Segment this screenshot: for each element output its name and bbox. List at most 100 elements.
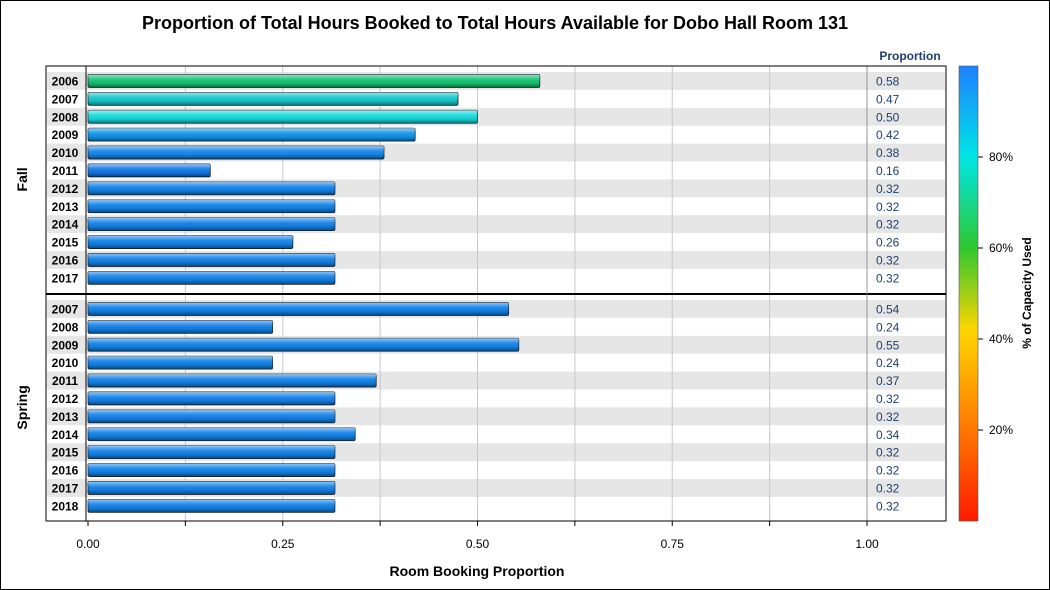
bar-spring-2007 [87, 302, 510, 316]
value-label: 0.32 [876, 253, 900, 267]
bars [87, 74, 541, 513]
x-axis-label: Room Booking Proportion [390, 563, 565, 579]
bar-fall-2011 [87, 163, 211, 178]
x-tick-label: 1.00 [855, 537, 879, 551]
labels: 2006 0.58 2007 0.47 2008 0.50 2009 0.42 2010 0.38… [14, 66, 946, 521]
category-label: 2009 [52, 128, 79, 142]
bar-shading [88, 338, 519, 352]
value-label: 0.47 [876, 92, 900, 106]
value-label: 0.37 [876, 374, 900, 388]
category-label: 2016 [52, 464, 79, 478]
category-label: 2011 [52, 374, 78, 388]
bar-shading [88, 302, 509, 316]
colorbar-tick-label: 20% [989, 423, 1013, 437]
value-label: 0.32 [876, 200, 900, 214]
bar-shading [88, 253, 335, 267]
plot-border [45, 65, 947, 522]
colorbar-label: % of Capacity Used [1020, 237, 1034, 348]
value-label: 0.55 [876, 338, 900, 352]
value-label: 0.58 [876, 74, 900, 88]
bar-spring-2009 [87, 337, 520, 352]
bar-fall-2010 [87, 145, 385, 160]
bar-spring-2011 [87, 373, 377, 388]
category-label: 2013 [52, 410, 79, 424]
x-axis: 0.00 0.25 0.50 0.75 1.00 [76, 521, 879, 551]
category-label: 2017 [52, 481, 79, 495]
bar-spring-2008 [87, 319, 274, 334]
bar-shading [88, 481, 335, 495]
bar-shading [88, 271, 335, 285]
bar-shading [88, 320, 273, 334]
bar-shading [88, 110, 478, 124]
value-label: 0.54 [876, 302, 900, 316]
bar-fall-2017 [87, 270, 336, 285]
value-label: 0.32 [876, 464, 900, 478]
x-tick-label: 0.25 [271, 537, 295, 551]
category-label: 2008 [52, 110, 79, 124]
value-column-header: Proportion [879, 49, 940, 63]
value-label: 0.26 [876, 236, 900, 250]
category-label: 2010 [52, 356, 79, 370]
value-label: 0.32 [876, 392, 900, 406]
colorbar: 20% 40% 60% 80% % of Capacity Used [958, 65, 1034, 522]
category-label: 2018 [52, 499, 79, 513]
bar-shading [88, 499, 335, 513]
bar-shading [88, 217, 335, 231]
category-label: 2015 [52, 446, 79, 460]
category-label: 2014 [52, 428, 79, 442]
bar-fall-2006 [87, 74, 541, 88]
bar-shading [88, 409, 335, 423]
bar-fall-2009 [87, 127, 416, 142]
category-label: 2008 [52, 320, 79, 334]
value-label: 0.34 [876, 428, 900, 442]
category-label: 2014 [52, 218, 79, 232]
colorbar-ticks: 20% 40% 60% 80% [978, 150, 1013, 437]
chart-title: Proportion of Total Hours Booked to Tota… [142, 13, 848, 33]
category-label: 2009 [52, 338, 79, 352]
group-label-spring: Spring [14, 385, 30, 429]
group-label-fall: Fall [14, 167, 30, 191]
colorbar-gradient [958, 65, 979, 522]
value-label: 0.24 [876, 356, 900, 370]
value-label: 0.32 [876, 182, 900, 196]
value-label: 0.32 [876, 446, 900, 460]
bar-fall-2012 [87, 181, 336, 196]
bar-shading [88, 445, 335, 459]
bar-spring-2014 [87, 427, 356, 442]
category-label: 2015 [52, 236, 79, 250]
category-label: 2016 [52, 253, 79, 267]
bar-shading [88, 235, 293, 249]
value-label: 0.50 [876, 110, 900, 124]
bar-spring-2013 [87, 409, 336, 424]
colorbar-tick-label: 60% [989, 241, 1013, 255]
value-label: 0.32 [876, 218, 900, 232]
value-label: 0.24 [876, 320, 900, 334]
bar-shading [88, 463, 335, 477]
bar-spring-2016 [87, 463, 336, 477]
category-label: 2012 [52, 182, 79, 196]
category-label: 2010 [52, 146, 79, 160]
value-label: 0.32 [876, 499, 900, 513]
category-label: 2011 [52, 164, 78, 178]
bar-fall-2007 [87, 91, 459, 106]
value-label: 0.42 [876, 128, 900, 142]
value-label: 0.32 [876, 481, 900, 495]
bar-shading [88, 146, 385, 160]
bar-spring-2012 [87, 391, 336, 406]
x-tick-label: 0.75 [661, 537, 685, 551]
bar-spring-2010 [87, 355, 274, 370]
bar-shading [88, 181, 335, 195]
bar-fall-2016 [87, 253, 336, 267]
bar-fall-2015 [87, 235, 294, 249]
bar-shading [88, 163, 211, 177]
category-label: 2013 [52, 200, 79, 214]
colorbar-tick-label: 40% [989, 332, 1013, 346]
bar-spring-2015 [87, 445, 336, 460]
category-label: 2006 [52, 74, 79, 88]
bar-shading [88, 427, 356, 441]
bar-fall-2013 [87, 199, 336, 214]
bar-spring-2018 [87, 498, 336, 513]
x-tick-label: 0.00 [76, 537, 100, 551]
bar-shading [88, 374, 377, 388]
bar-shading [88, 92, 459, 106]
